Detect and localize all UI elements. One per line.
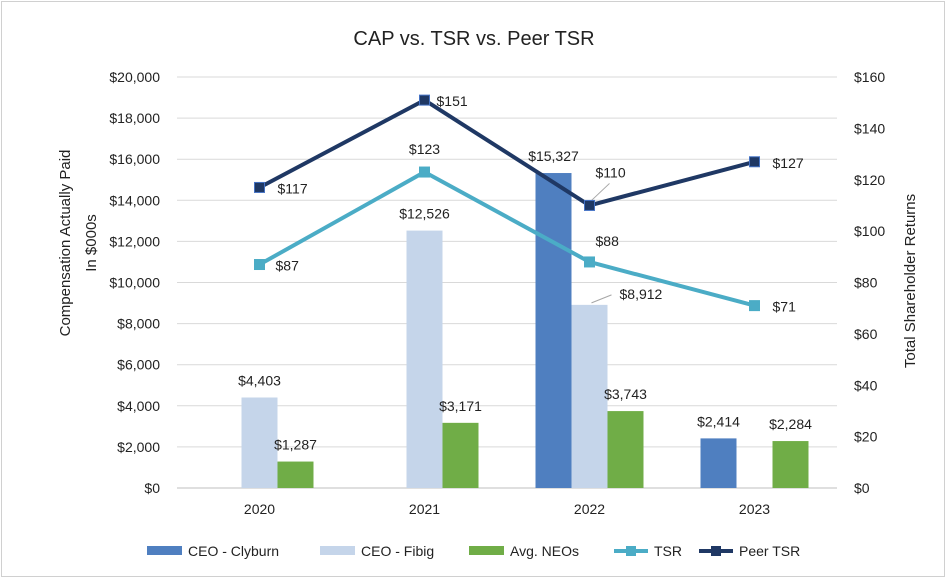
y-axis-title-line2: In $000s	[83, 214, 100, 272]
y2-tick-label: $40	[854, 377, 878, 393]
line-data-label: $127	[773, 155, 804, 171]
legend-swatch	[320, 546, 355, 555]
bar-data-label: $2,414	[697, 413, 740, 429]
legend-label: CEO - Clyburn	[188, 543, 279, 559]
line-marker	[749, 300, 760, 312]
bar	[571, 304, 608, 488]
x-tick-label: 2022	[574, 501, 605, 517]
axis-ticks: $0 $2,000 $4,000 $6,000 $8,000 $10,000 $12,000…	[109, 69, 885, 517]
line-data-label: $87	[276, 258, 300, 274]
y2-tick-label: $100	[854, 223, 885, 239]
line-data-label: $151	[437, 93, 468, 109]
legend-swatch	[147, 546, 182, 555]
bar	[607, 411, 644, 488]
bars	[241, 173, 809, 488]
bar	[700, 438, 737, 488]
lines	[254, 94, 760, 312]
line-marker	[254, 181, 265, 193]
line-marker	[584, 256, 595, 268]
line-data-label: $110	[596, 164, 626, 180]
line-data-label: $123	[409, 141, 440, 157]
chart-title: CAP vs. TSR vs. Peer TSR	[353, 28, 594, 50]
y2-tick-label: $80	[854, 275, 878, 291]
bar	[406, 230, 443, 488]
legend-swatch	[469, 546, 504, 555]
y-tick-label: $10,000	[109, 275, 160, 291]
line-marker	[419, 94, 430, 106]
line-marker	[419, 166, 430, 178]
bar-data-label: $3,171	[439, 398, 482, 414]
y-tick-label: $2,000	[117, 439, 160, 455]
bar-data-label: $8,912	[620, 286, 663, 302]
bar-data-label: $2,284	[769, 416, 812, 432]
y2-tick-label: $140	[854, 120, 885, 136]
bar-data-label: $12,526	[399, 206, 450, 222]
y2-tick-label: $160	[854, 69, 885, 85]
y2-tick-label: $60	[854, 326, 878, 342]
gridlines	[177, 76, 837, 489]
x-tick-label: 2020	[244, 501, 275, 517]
y2-tick-label: $0	[854, 480, 870, 496]
y-tick-label: $16,000	[109, 151, 160, 167]
y-tick-label: $4,000	[117, 398, 160, 414]
line-data-label: $88	[596, 233, 620, 249]
line-data-label: $71	[773, 299, 797, 315]
y-axis-title-line1: Compensation Actually Paid	[57, 150, 74, 337]
leader-lines	[591, 183, 612, 304]
bar	[535, 173, 572, 488]
y-tick-label: $20,000	[109, 69, 160, 85]
line-series	[258, 170, 756, 308]
leader-line	[591, 294, 612, 304]
bar-data-label: $4,403	[238, 373, 281, 389]
bar	[277, 461, 314, 488]
legend-label: CEO - Fibig	[361, 543, 434, 559]
legend: CEO - Clyburn CEO - Fibig Avg. NEOs TSR Peer…	[147, 543, 800, 559]
bar	[772, 441, 809, 488]
legend-label: TSR	[654, 543, 682, 559]
x-tick-label: 2021	[409, 501, 440, 517]
line-marker	[584, 199, 595, 211]
legend-marker	[711, 546, 721, 556]
y2-tick-label: $20	[854, 429, 878, 445]
data-labels: $15,327 $2,414 $4,403 $12,526 $8,912 $1,287 $3…	[238, 93, 812, 452]
y2-tick-label: $120	[854, 172, 885, 188]
bar-data-label: $15,327	[528, 148, 579, 164]
y-tick-label: $6,000	[117, 357, 160, 373]
line-series	[258, 98, 756, 208]
line-marker	[254, 259, 265, 271]
x-tick-label: 2023	[739, 501, 770, 517]
bar-data-label: $3,743	[604, 386, 647, 402]
y-tick-label: $0	[144, 480, 160, 496]
y2-axis-title: Total Shareholder Returns	[902, 194, 919, 368]
legend-marker	[626, 546, 636, 556]
y-tick-label: $12,000	[109, 233, 160, 249]
legend-label: Avg. NEOs	[510, 543, 579, 559]
bar-data-label: $1,287	[274, 437, 317, 453]
bar	[241, 397, 278, 488]
y-tick-label: $8,000	[117, 316, 160, 332]
line-data-label: $117	[278, 180, 308, 196]
leader-line	[591, 183, 610, 201]
y-tick-label: $14,000	[109, 192, 160, 208]
bar	[442, 422, 479, 488]
legend-label: Peer TSR	[739, 543, 800, 559]
line-marker	[749, 156, 760, 168]
y-tick-label: $18,000	[109, 110, 160, 126]
